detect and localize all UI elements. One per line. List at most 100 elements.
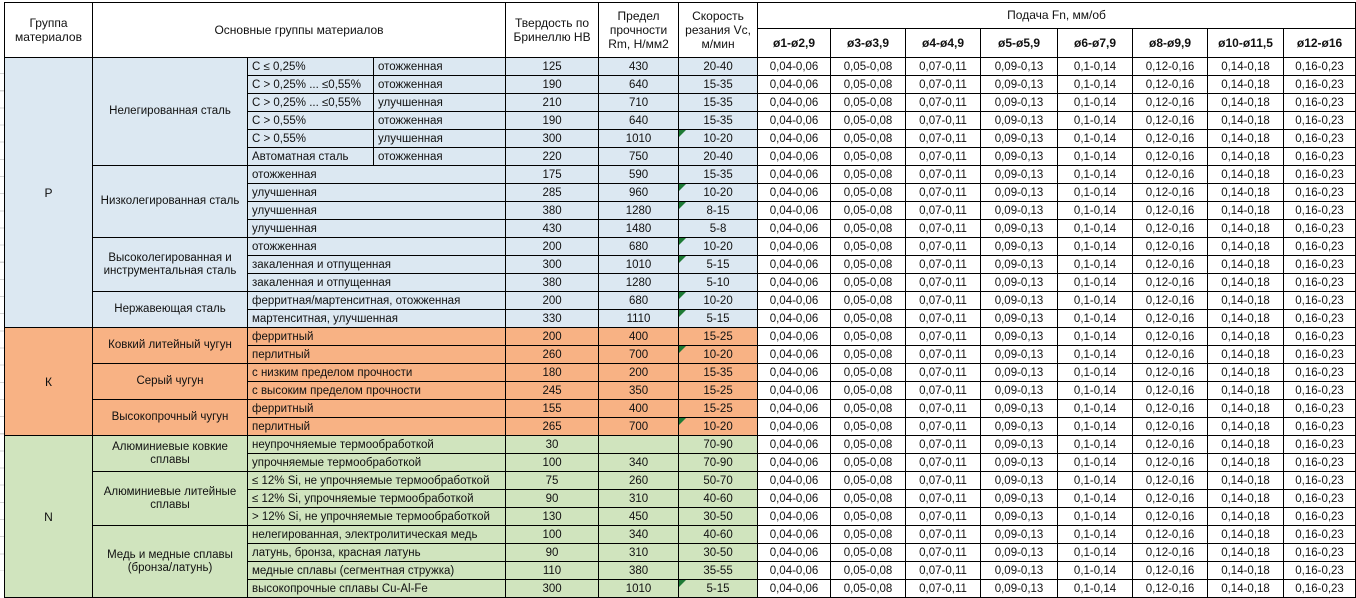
cell-strength-rm[interactable]: 340	[598, 525, 680, 544]
cell-material-family[interactable]: Серый чугун	[92, 363, 248, 400]
cell-group-code[interactable]: К	[4, 327, 93, 436]
cell-feed-value[interactable]: 0,07-0,11	[905, 525, 982, 544]
cell-feed-value[interactable]: 0,09-0,13	[980, 75, 1059, 94]
cell-material-detail[interactable]: медные сплавы (сегментная стружка)	[246, 561, 507, 580]
cell-strength-rm[interactable]: 450	[598, 507, 680, 526]
cell-feed-value[interactable]: 0,05-0,08	[830, 165, 907, 184]
cell-feed-value[interactable]: 0,16-0,23	[1283, 219, 1356, 238]
cell-cutting-speed-vc[interactable]: 15-25	[678, 381, 759, 400]
cell-cutting-speed-vc[interactable]: 5-15	[678, 579, 759, 598]
cell-cutting-speed-vc[interactable]: 30-50	[678, 507, 759, 526]
cell-feed-value[interactable]: 0,14-0,18	[1207, 309, 1285, 328]
cell-strength-rm[interactable]: 310	[598, 489, 680, 508]
cell-feed-value[interactable]: 0,16-0,23	[1283, 489, 1356, 508]
cell-group-code[interactable]: N	[4, 435, 93, 598]
cell-material-detail[interactable]: с высоким пределом прочности	[246, 381, 507, 400]
cell-material-detail[interactable]: ≤ 12% Si, упрочняемые термообработкой	[246, 489, 507, 508]
cell-feed-value[interactable]: 0,05-0,08	[830, 201, 907, 220]
cell-strength-rm[interactable]: 1480	[598, 219, 680, 238]
cell-feed-value[interactable]: 0,1-0,14	[1057, 525, 1134, 544]
cell-material-detail[interactable]: упрочняемые термообработкой	[246, 453, 507, 472]
cell-feed-value[interactable]: 0,14-0,18	[1207, 525, 1285, 544]
cell-feed-value[interactable]: 0,04-0,06	[757, 75, 832, 94]
cell-hardness-hb[interactable]: 330	[505, 309, 600, 328]
cell-feed-value[interactable]: 0,12-0,16	[1132, 381, 1209, 400]
cell-cutting-speed-vc[interactable]: 15-35	[678, 111, 759, 130]
cell-feed-value[interactable]: 0,04-0,06	[757, 453, 832, 472]
cell-feed-value[interactable]: 0,1-0,14	[1057, 327, 1134, 346]
cell-feed-value[interactable]: 0,14-0,18	[1207, 399, 1285, 418]
cell-feed-value[interactable]: 0,12-0,16	[1132, 219, 1209, 238]
cell-strength-rm[interactable]: 960	[598, 183, 680, 202]
cell-material-detail[interactable]: неупрочняемые термообработкой	[246, 435, 507, 454]
cell-feed-value[interactable]: 0,14-0,18	[1207, 237, 1285, 256]
header-diameter-range[interactable]: ø4-ø4,9	[905, 28, 982, 58]
cell-hardness-hb[interactable]: 130	[505, 507, 600, 526]
cell-hardness-hb[interactable]: 265	[505, 417, 600, 436]
cell-condition[interactable]: C > 0,25% ... ≤0,55%	[247, 75, 374, 94]
cell-strength-rm[interactable]: 700	[598, 345, 680, 364]
cell-feed-value[interactable]: 0,12-0,16	[1132, 507, 1209, 526]
cell-feed-value[interactable]: 0,16-0,23	[1283, 237, 1356, 256]
header-cutting-speed-vc[interactable]: Скорость резания Vc, м/мин	[678, 2, 759, 58]
cell-feed-value[interactable]: 0,09-0,13	[980, 255, 1059, 274]
cell-hardness-hb[interactable]: 90	[505, 543, 600, 562]
cell-hardness-hb[interactable]: 180	[505, 363, 600, 382]
cell-feed-value[interactable]: 0,04-0,06	[757, 93, 832, 112]
cell-feed-value[interactable]: 0,07-0,11	[905, 147, 982, 166]
cell-feed-value[interactable]: 0,09-0,13	[980, 561, 1059, 580]
cell-feed-value[interactable]: 0,1-0,14	[1057, 507, 1134, 526]
cell-feed-value[interactable]: 0,14-0,18	[1207, 579, 1285, 598]
cell-feed-value[interactable]: 0,07-0,11	[905, 129, 982, 148]
cell-strength-rm[interactable]: 1280	[598, 273, 680, 292]
cell-strength-rm[interactable]: 350	[598, 381, 680, 400]
cell-feed-value[interactable]: 0,09-0,13	[980, 399, 1059, 418]
cell-strength-rm[interactable]: 430	[598, 57, 680, 76]
cell-feed-value[interactable]: 0,04-0,06	[757, 507, 832, 526]
cell-hardness-hb[interactable]: 430	[505, 219, 600, 238]
cell-feed-value[interactable]: 0,04-0,06	[757, 471, 832, 490]
cell-feed-value[interactable]: 0,12-0,16	[1132, 399, 1209, 418]
cell-material-detail[interactable]: с низким пределом прочности	[246, 363, 507, 382]
cell-feed-value[interactable]: 0,09-0,13	[980, 489, 1059, 508]
cell-feed-value[interactable]: 0,16-0,23	[1283, 453, 1356, 472]
cell-material-detail[interactable]: перлитный	[246, 417, 507, 436]
cell-feed-value[interactable]: 0,07-0,11	[905, 363, 982, 382]
cell-feed-value[interactable]: 0,14-0,18	[1207, 345, 1285, 364]
cell-hardness-hb[interactable]: 200	[505, 327, 600, 346]
cell-feed-value[interactable]: 0,1-0,14	[1057, 201, 1134, 220]
cell-feed-value[interactable]: 0,04-0,06	[757, 417, 832, 436]
cell-feed-value[interactable]: 0,05-0,08	[830, 543, 907, 562]
cell-feed-value[interactable]: 0,16-0,23	[1283, 309, 1356, 328]
cell-feed-value[interactable]: 0,09-0,13	[980, 525, 1059, 544]
cell-feed-value[interactable]: 0,09-0,13	[980, 363, 1059, 382]
cell-feed-value[interactable]: 0,07-0,11	[905, 399, 982, 418]
cell-feed-value[interactable]: 0,04-0,06	[757, 579, 832, 598]
cell-feed-value[interactable]: 0,1-0,14	[1057, 579, 1134, 598]
cell-feed-value[interactable]: 0,04-0,06	[757, 273, 832, 292]
header-diameter-range[interactable]: ø8-ø9,9	[1132, 28, 1209, 58]
cell-feed-value[interactable]: 0,04-0,06	[757, 183, 832, 202]
cell-feed-value[interactable]: 0,12-0,16	[1132, 183, 1209, 202]
cell-condition[interactable]: C ≤ 0,25%	[247, 57, 374, 76]
cell-feed-value[interactable]: 0,16-0,23	[1283, 147, 1356, 166]
cell-feed-value[interactable]: 0,14-0,18	[1207, 327, 1285, 346]
cell-feed-value[interactable]: 0,16-0,23	[1283, 93, 1356, 112]
cell-cutting-speed-vc[interactable]: 10-20	[678, 129, 759, 148]
cell-material-detail[interactable]: закаленная и отпущенная	[246, 273, 507, 292]
cell-feed-value[interactable]: 0,04-0,06	[757, 345, 832, 364]
cell-feed-value[interactable]: 0,09-0,13	[980, 57, 1059, 76]
header-hardness-hb[interactable]: Твердость по Бринеллю HB	[505, 2, 600, 58]
cell-hardness-hb[interactable]: 125	[505, 57, 600, 76]
cell-feed-value[interactable]: 0,05-0,08	[830, 525, 907, 544]
cell-cutting-speed-vc[interactable]: 70-90	[678, 435, 759, 454]
cell-feed-value[interactable]: 0,07-0,11	[905, 183, 982, 202]
cell-strength-rm[interactable]: 1110	[598, 309, 680, 328]
cell-feed-value[interactable]: 0,14-0,18	[1207, 93, 1285, 112]
cell-group-code[interactable]: P	[4, 57, 93, 328]
cell-strength-rm[interactable]: 1010	[598, 579, 680, 598]
cell-feed-value[interactable]: 0,05-0,08	[830, 399, 907, 418]
header-feed-fn[interactable]: Подача Fn, мм/об	[757, 2, 1356, 29]
cell-strength-rm[interactable]: 310	[598, 543, 680, 562]
cell-feed-value[interactable]: 0,16-0,23	[1283, 273, 1356, 292]
